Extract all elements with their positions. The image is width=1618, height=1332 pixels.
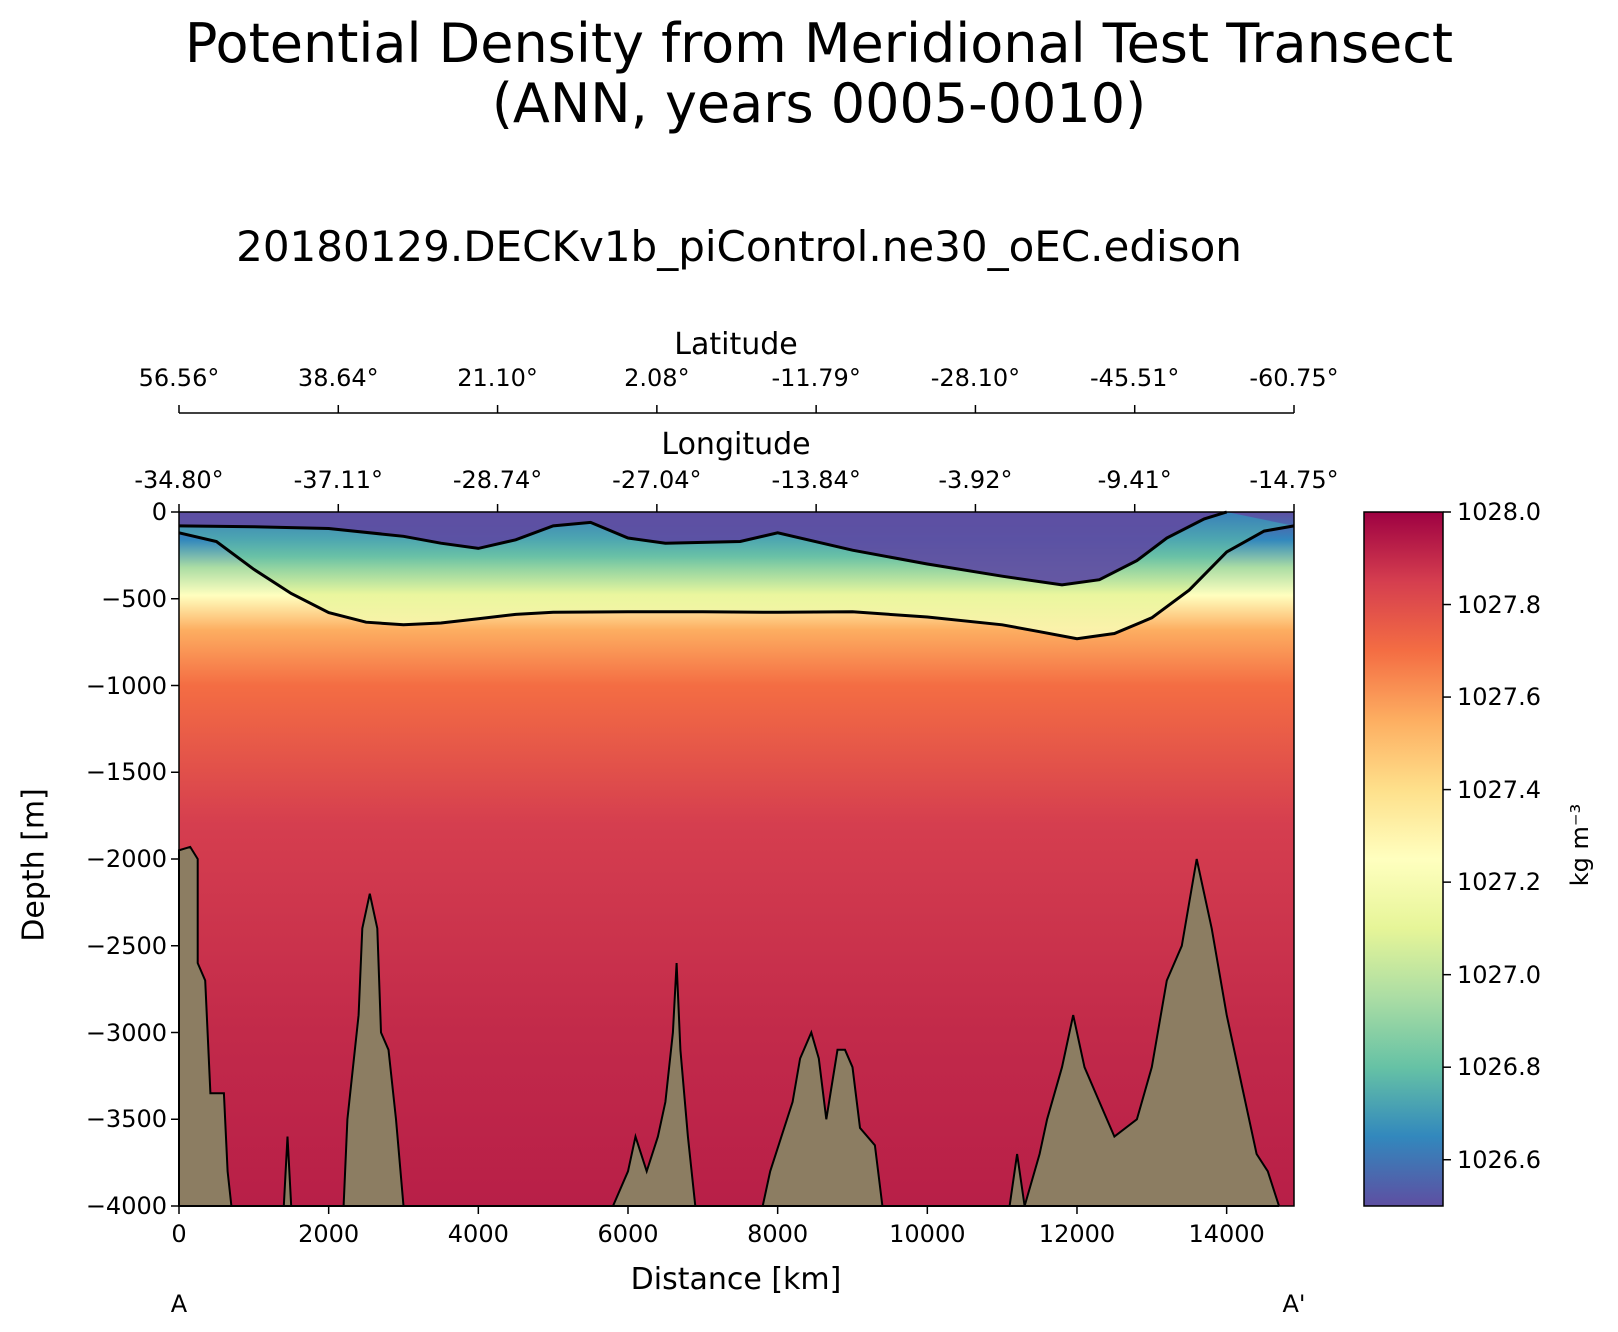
y-tick-label: −2000 xyxy=(85,845,167,873)
x-tick-label: 8000 xyxy=(747,1220,809,1248)
y-tick-label: −1000 xyxy=(85,671,167,700)
colorbar-tick-label: 1027.2 xyxy=(1457,868,1541,897)
latitude-tick-label: -45.51° xyxy=(1090,364,1180,392)
latitude-tick-label: -60.75° xyxy=(1249,364,1339,392)
latitude-tick-label: 2.08° xyxy=(624,364,690,392)
y-tick-label: −4000 xyxy=(85,1192,167,1220)
longitude-tick-label: -9.41° xyxy=(1097,466,1172,494)
light-surface-layer xyxy=(179,512,1227,585)
pycnocline-band xyxy=(179,512,1294,639)
x-tick-label: 14000 xyxy=(1188,1220,1265,1248)
colorbar xyxy=(1363,511,1444,1207)
colorbar-tick-label: 1026.8 xyxy=(1457,1053,1541,1082)
colorbar-label: kg m⁻³ xyxy=(1566,803,1594,887)
y-tick-label: 0 xyxy=(151,498,167,526)
y-tick-label: −3500 xyxy=(85,1105,167,1134)
y-tick-label: −2500 xyxy=(85,931,167,960)
x-tick-label: 10000 xyxy=(889,1220,966,1248)
latitude-tick-label: -28.10° xyxy=(930,364,1021,392)
colorbar-tick-label: 1027.4 xyxy=(1457,775,1541,804)
longitude-tick-label: -3.92° xyxy=(938,466,1013,494)
chart-title-line2: (ANN, years 0005-0010) xyxy=(491,72,1147,135)
colorbar-tick-label: 1026.6 xyxy=(1457,1145,1541,1174)
colorbar-tick-label: 1027.6 xyxy=(1457,683,1541,712)
longitude-tick-label: -27.04° xyxy=(612,466,702,494)
contour-1027.2 xyxy=(178,524,1295,641)
endpoint-label-a: A xyxy=(170,1290,188,1318)
x-tick-label: 12000 xyxy=(1038,1220,1116,1248)
colorbar-tick-label: 1027.0 xyxy=(1457,960,1541,989)
x-tick-label: 4000 xyxy=(447,1220,509,1248)
longitude-tick-label: -28.74° xyxy=(452,466,543,494)
longitude-tick-label: -13.84° xyxy=(771,466,861,494)
bathymetry xyxy=(178,845,1280,1207)
contour-1026.5 xyxy=(178,510,1228,587)
y-tick-label: −3000 xyxy=(85,1018,167,1047)
y-tick-label: −1500 xyxy=(85,758,167,787)
latitude-tick-label: 56.56° xyxy=(138,364,220,392)
chart-subtitle: 20180129.DECKv1b_piControl.ne30_oEC.edis… xyxy=(236,222,1242,271)
longitude-axis-label: Longitude xyxy=(661,427,811,462)
y-axis-label: Depth [m] xyxy=(16,788,52,942)
latitude-tick-label: -11.79° xyxy=(771,364,861,392)
colorbar-tick-label: 1027.8 xyxy=(1457,590,1541,619)
colorbar-tick-label: 1028.0 xyxy=(1457,498,1541,526)
latitude-tick-label: 21.10° xyxy=(457,364,538,392)
y-tick-label: −500 xyxy=(101,584,167,613)
longitude-tick-label: -14.75° xyxy=(1249,466,1339,494)
endpoint-label-a-prime: A' xyxy=(1282,1290,1306,1318)
x-axis-label: Distance [km] xyxy=(630,1262,842,1297)
x-tick-label: 2000 xyxy=(298,1220,360,1248)
x-tick-label: 0 xyxy=(171,1220,187,1248)
chart-title-line1: Potential Density from Meridional Test T… xyxy=(184,12,1454,75)
longitude-tick-label: -34.80° xyxy=(134,466,224,494)
longitude-tick-label: -37.11° xyxy=(293,466,383,494)
x-tick-label: 6000 xyxy=(597,1220,659,1248)
latitude-tick-label: 38.64° xyxy=(297,364,379,392)
latitude-axis-label: Latitude xyxy=(674,327,798,362)
